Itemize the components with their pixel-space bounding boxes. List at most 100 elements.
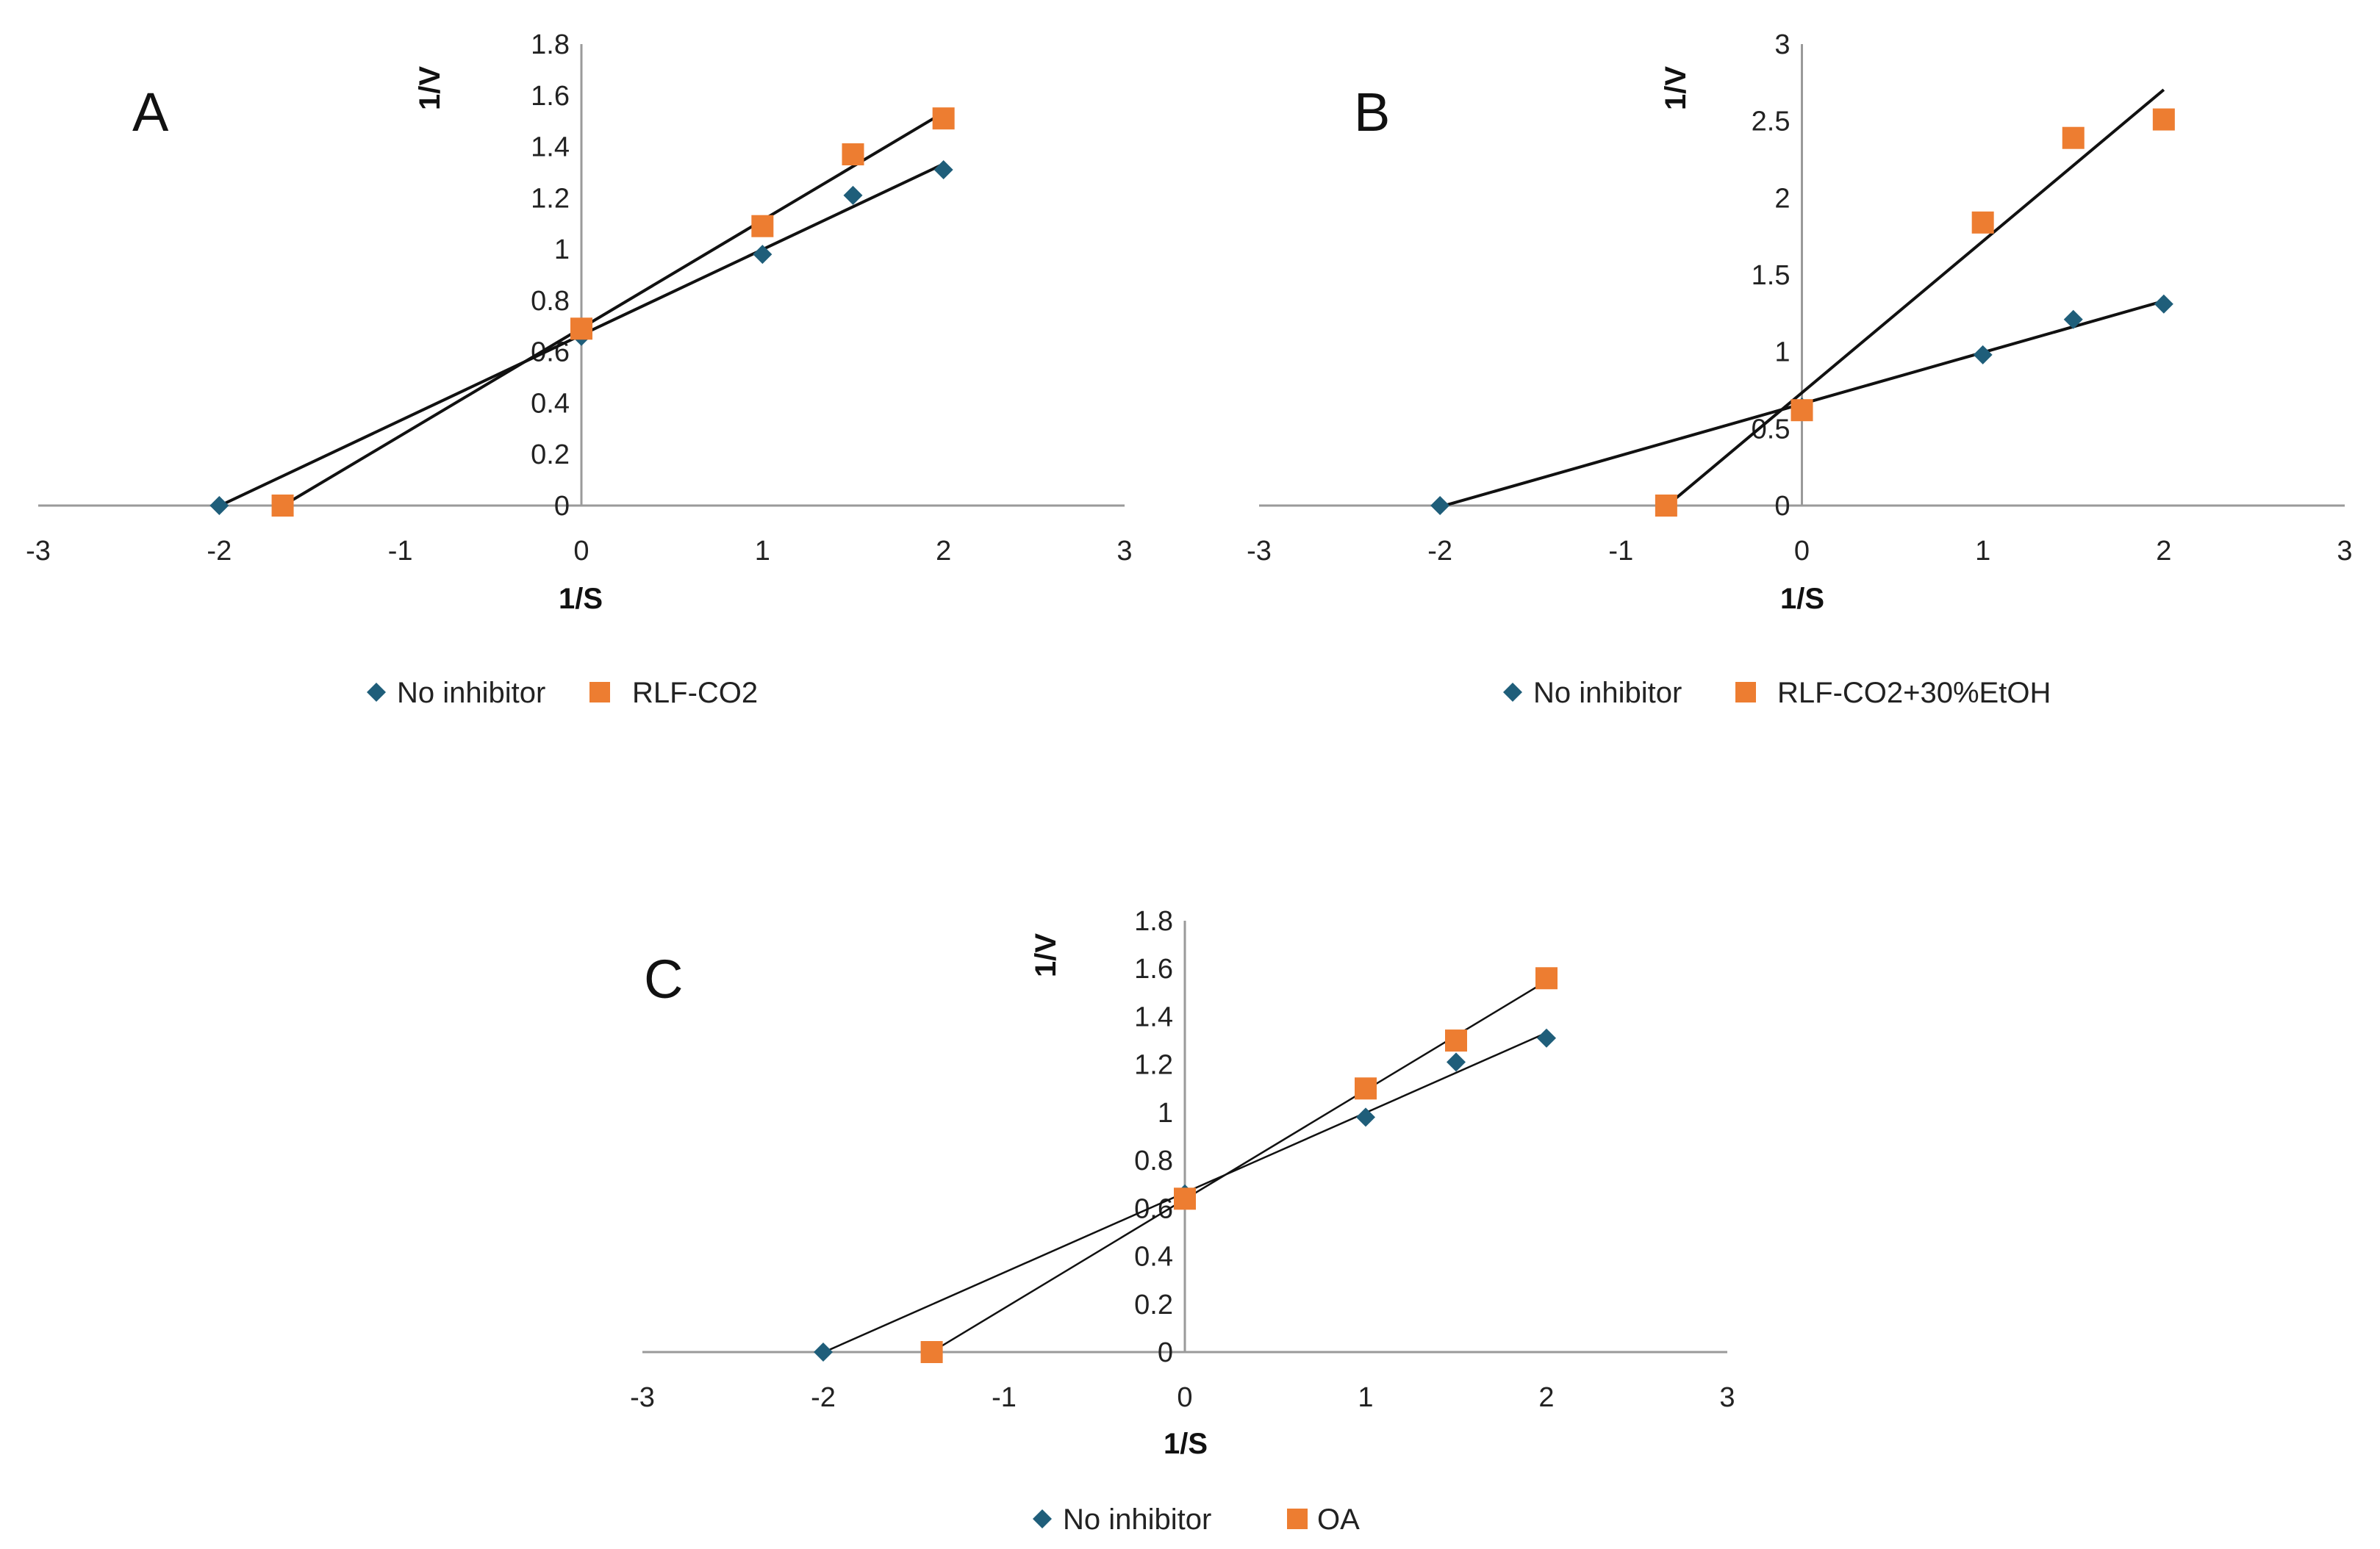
x-tick-label: 0 (1177, 1382, 1192, 1413)
y-tick-label: 1 (554, 234, 570, 265)
y-tick-label: 3 (1774, 29, 1790, 60)
x-tick-label: 3 (2337, 536, 2352, 567)
legend: No inhibitor RLF-CO2 (367, 677, 758, 709)
x-tick-label: 1 (1358, 1382, 1373, 1413)
data-point-inhibitor (1445, 1029, 1467, 1052)
x-tick-label: -2 (207, 536, 232, 567)
y-tick-label: 0.2 (531, 439, 570, 470)
legend-marker-inhibitor (1287, 1509, 1308, 1529)
y-tick-label: 1.8 (531, 29, 570, 60)
data-point-no-inhibitor (1356, 1107, 1375, 1127)
x-tick-label: 0 (573, 536, 589, 567)
y-tick-label: 1.4 (531, 132, 570, 163)
y-tick-label: 1.8 (1134, 906, 1173, 937)
legend-marker-no-inhibitor (1033, 1509, 1052, 1528)
data-point-no-inhibitor (1447, 1052, 1466, 1072)
data-point-no-inhibitor (2063, 309, 2083, 329)
legend-marker-inhibitor (1735, 682, 1756, 702)
x-tick-label: 1 (1975, 536, 1990, 567)
x-tick-label: 2 (1538, 1382, 1554, 1413)
x-axis-title: 1/S (559, 583, 603, 615)
panel-label: A (132, 82, 169, 143)
data-point-no-inhibitor (1973, 345, 1993, 364)
trendline-inhibitor (282, 111, 945, 508)
data-point-inhibitor (1535, 967, 1558, 990)
legend-label-inhibitor: RLF-CO2+30%EtOH (1777, 677, 2051, 709)
data-point-inhibitor (920, 1341, 943, 1363)
x-tick-label: 2 (936, 536, 951, 567)
x-tick-label: 1 (755, 536, 770, 567)
data-point-inhibitor (751, 215, 774, 237)
data-point-no-inhibitor (814, 1343, 833, 1362)
legend-marker-no-inhibitor (1503, 683, 1522, 702)
y-tick-label: 1.5 (1752, 260, 1791, 291)
data-point-inhibitor (570, 317, 592, 340)
x-tick-label: -3 (1247, 536, 1272, 567)
x-axis-title: 1/S (1164, 1428, 1208, 1460)
data-point-inhibitor (271, 495, 294, 517)
y-tick-label: 0 (1774, 491, 1790, 522)
legend: No inhibitor OA (1033, 1503, 1360, 1536)
y-tick-label: 0 (554, 491, 570, 522)
data-point-no-inhibitor (2154, 294, 2173, 314)
data-point-inhibitor (1355, 1077, 1377, 1100)
x-tick-label: -2 (1427, 536, 1452, 567)
data-point-inhibitor (1655, 495, 1677, 517)
x-axis-title: 1/S (1780, 583, 1824, 615)
x-tick-label: 0 (1794, 536, 1810, 567)
y-tick-label: 0.6 (531, 337, 570, 368)
data-point-inhibitor (1791, 399, 1813, 422)
panel-label: B (1354, 82, 1390, 143)
y-tick-label: 0.4 (1134, 1242, 1173, 1273)
x-tick-label: -1 (992, 1382, 1017, 1413)
chart-panel-a: -3 -2 -1 0 1 2 3 0 0.2 0.4 0.6 0.8 1 1.2 1.4 1.6 1.8 1/S 1… (26, 29, 1132, 709)
legend-label-no-inhibitor: No inhibitor (1063, 1503, 1211, 1536)
y-tick-label: 1.2 (1134, 1050, 1173, 1081)
y-tick-label: 1 (1774, 337, 1790, 368)
data-point-inhibitor (842, 143, 864, 166)
data-point-no-inhibitor (1430, 496, 1450, 515)
y-tick-label: 1.2 (531, 183, 570, 214)
x-tick-label: 2 (2156, 536, 2171, 567)
x-tick-label: -2 (811, 1382, 836, 1413)
y-axis-title: 1/V (1030, 933, 1062, 977)
y-tick-label: 1.6 (1134, 954, 1173, 985)
data-point-inhibitor (1971, 211, 1994, 234)
y-tick-label: 0.8 (531, 286, 570, 317)
x-tick-label: -3 (630, 1382, 655, 1413)
y-tick-label: 0.4 (531, 388, 570, 419)
y-axis-title: 1/V (414, 66, 446, 110)
y-tick-label: 1 (1158, 1098, 1173, 1129)
y-tick-label: 2.5 (1752, 107, 1791, 137)
data-point-no-inhibitor (933, 159, 953, 179)
legend-marker-inhibitor (589, 682, 610, 702)
x-tick-label: 3 (1719, 1382, 1735, 1413)
y-tick-label: 1.6 (531, 81, 570, 112)
data-point-no-inhibitor (753, 245, 773, 265)
y-tick-label: 2 (1774, 183, 1790, 214)
y-axis-title: 1/V (1660, 66, 1692, 110)
legend: No inhibitor RLF-CO2+30%EtOH (1503, 677, 2051, 709)
trendline-inhibitor (931, 980, 1547, 1353)
x-tick-label: 3 (1116, 536, 1132, 567)
legend-label-no-inhibitor: No inhibitor (397, 677, 545, 709)
y-tick-label: 0.8 (1134, 1146, 1173, 1176)
data-point-inhibitor (2062, 126, 2085, 149)
legend-label-no-inhibitor: No inhibitor (1533, 677, 1682, 709)
chart-panel-c: -3 -2 -1 0 1 2 3 0 0.2 0.4 0.6 0.8 1 1.2 1.4 1.6 1.8 1/S 1… (630, 906, 1735, 1536)
x-tick-label: -1 (388, 536, 413, 567)
legend-marker-no-inhibitor (367, 683, 386, 702)
data-point-no-inhibitor (1537, 1028, 1556, 1048)
data-point-inhibitor (932, 107, 955, 130)
legend-label-inhibitor: OA (1317, 1503, 1360, 1536)
data-point-no-inhibitor (843, 185, 863, 205)
y-tick-label: 0 (1158, 1337, 1173, 1368)
x-tick-label: -3 (26, 536, 51, 567)
data-point-no-inhibitor (209, 496, 229, 515)
data-point-inhibitor (1174, 1187, 1196, 1210)
data-point-inhibitor (2152, 108, 2175, 131)
y-tick-label: 1.4 (1134, 1002, 1173, 1032)
x-tick-label: -1 (1608, 536, 1633, 567)
